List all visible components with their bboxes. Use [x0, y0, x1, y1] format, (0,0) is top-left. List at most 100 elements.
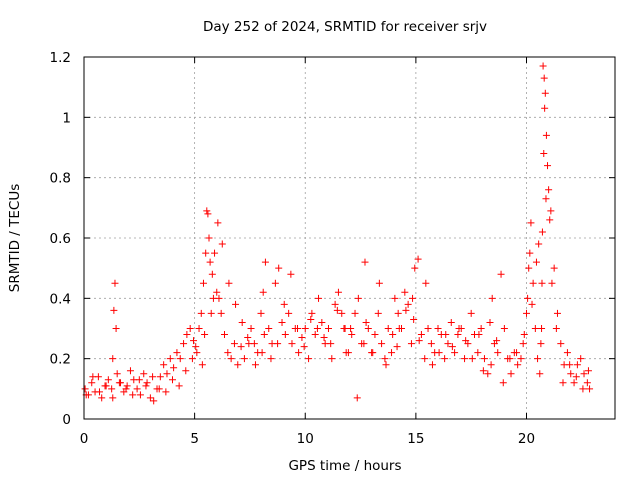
data-point: [348, 331, 356, 339]
data-point: [540, 150, 548, 158]
data-point: [176, 355, 184, 363]
data-point: [514, 361, 522, 369]
data-point: [267, 355, 275, 363]
data-point: [135, 376, 143, 384]
data-point: [371, 331, 379, 339]
data-point: [195, 325, 203, 332]
data-point: [220, 331, 228, 339]
data-point: [547, 207, 555, 215]
data-point: [285, 309, 293, 317]
data-point: [190, 337, 198, 345]
data-point: [298, 334, 306, 342]
data-point: [331, 300, 339, 308]
data-point: [351, 309, 359, 317]
data-point: [584, 367, 592, 375]
data-point: [166, 355, 174, 363]
data-point: [513, 349, 521, 357]
data-point: [214, 219, 222, 227]
data-point: [251, 361, 259, 369]
data-point: [534, 355, 542, 363]
data-point: [109, 355, 117, 363]
y-tick-label: 0.8: [50, 171, 71, 187]
data-point: [480, 355, 488, 363]
data-point: [393, 343, 401, 351]
data-point: [232, 300, 240, 308]
data-point: [535, 240, 543, 248]
data-point: [133, 385, 141, 393]
data-point: [529, 279, 537, 287]
data-point: [389, 331, 397, 339]
data-point: [328, 355, 336, 363]
data-point: [347, 325, 355, 332]
data-point: [540, 74, 548, 82]
data-point: [523, 309, 530, 317]
data-point: [342, 349, 350, 357]
data-point: [507, 370, 515, 378]
data-point: [224, 349, 232, 357]
data-point: [572, 373, 580, 381]
data-point: [163, 370, 171, 378]
x-tick-label: 0: [80, 431, 89, 447]
data-point: [108, 385, 116, 393]
data-point: [205, 234, 213, 242]
data-point: [550, 264, 558, 272]
data-point: [361, 258, 369, 266]
data-point: [570, 379, 578, 387]
data-point: [488, 294, 496, 302]
data-point: [421, 355, 429, 363]
data-point: [327, 340, 335, 348]
data-point: [532, 258, 540, 266]
data-point: [136, 391, 144, 399]
data-point: [259, 288, 267, 296]
data-point: [541, 104, 549, 112]
data-point: [559, 379, 567, 387]
data-point: [199, 279, 207, 287]
x-tick-label: 15: [407, 431, 424, 447]
data-point: [208, 270, 216, 278]
data-point: [552, 325, 560, 332]
data-point: [213, 288, 221, 296]
data-point: [467, 309, 475, 317]
data-point: [175, 382, 183, 390]
data-point: [422, 279, 430, 287]
data-point: [301, 325, 309, 332]
data-point: [447, 318, 455, 326]
data-point: [528, 300, 536, 308]
data-point: [142, 382, 150, 390]
data-point: [240, 355, 248, 363]
data-point: [583, 379, 591, 387]
data-point: [444, 340, 452, 348]
data-point: [113, 370, 121, 378]
data-point: [526, 249, 534, 257]
data-point: [209, 294, 217, 302]
data-point: [111, 279, 119, 287]
data-point: [278, 318, 286, 326]
data-point: [381, 355, 389, 363]
data-point: [123, 382, 131, 390]
x-axis-label: GPS time / hours: [288, 458, 401, 474]
data-point: [129, 391, 137, 399]
data-point: [524, 294, 532, 302]
data-point: [324, 325, 332, 332]
data-point: [378, 340, 386, 348]
data-point: [311, 331, 319, 339]
data-point: [182, 367, 190, 375]
data-point: [382, 361, 390, 369]
data-point: [140, 370, 148, 378]
data-point: [260, 331, 268, 339]
data-point: [160, 361, 168, 369]
data-point: [300, 343, 308, 351]
data-point: [384, 325, 392, 332]
data-point: [541, 89, 549, 97]
data-point: [244, 334, 252, 342]
data-point: [410, 315, 418, 323]
data-point: [340, 325, 348, 332]
data-point: [288, 340, 296, 348]
data-point: [126, 367, 134, 375]
data-point: [198, 361, 206, 369]
data-point: [308, 309, 316, 317]
data-point: [538, 228, 546, 236]
data-point: [546, 216, 554, 224]
data-point: [149, 373, 157, 381]
